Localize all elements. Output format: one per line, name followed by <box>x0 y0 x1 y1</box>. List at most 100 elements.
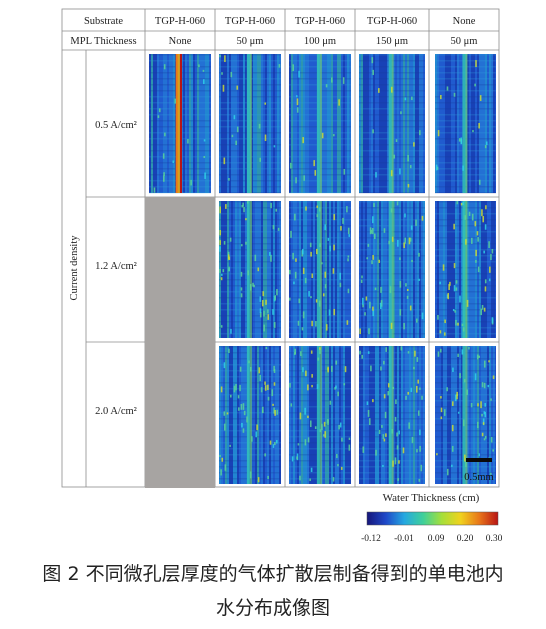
water-stripe <box>295 346 297 484</box>
water-droplet <box>329 400 332 405</box>
water-droplet <box>471 213 474 221</box>
water-droplet <box>404 213 406 218</box>
water-droplet <box>245 218 247 221</box>
water-droplet <box>387 383 390 388</box>
water-center-green <box>391 54 394 193</box>
water-droplet <box>316 248 318 255</box>
water-droplet <box>419 445 421 452</box>
water-droplet <box>267 314 270 320</box>
water-droplet <box>301 327 304 331</box>
water-stripe <box>335 346 337 484</box>
water-droplet <box>343 168 346 175</box>
water-stripe <box>267 346 269 484</box>
water-droplet <box>403 322 405 330</box>
water-stripe <box>261 54 263 193</box>
water-stripe <box>323 54 325 193</box>
water-stripe <box>359 54 361 193</box>
header-col3-mpl: 100 μm <box>304 36 336 47</box>
water-stripe <box>255 201 257 338</box>
water-droplet <box>489 266 491 273</box>
water-stripe <box>279 346 281 484</box>
water-droplet <box>292 252 294 260</box>
water-stripe <box>327 54 329 193</box>
water-droplet <box>372 227 374 235</box>
water-stripe <box>369 201 371 338</box>
water-stripe <box>473 54 475 193</box>
water-droplet <box>295 258 297 262</box>
water-droplet <box>410 225 413 230</box>
water-stripe <box>261 346 263 484</box>
water-stripe <box>251 54 253 193</box>
water-droplet <box>271 389 274 397</box>
water-stripe <box>439 346 441 484</box>
water-droplet <box>297 443 300 446</box>
figure-caption-line2: 水分布成像图 <box>215 597 330 619</box>
water-center-green <box>249 201 252 338</box>
water-droplet <box>416 357 419 362</box>
water-droplet <box>374 287 377 291</box>
water-droplet <box>471 237 473 244</box>
water-droplet <box>259 312 262 318</box>
row-label-1.2: 1.2 A/cm² <box>95 261 137 272</box>
water-droplet <box>335 385 337 389</box>
water-droplet <box>344 366 347 373</box>
water-droplet <box>452 308 455 312</box>
water-droplet <box>270 254 272 262</box>
water-droplet <box>314 170 317 176</box>
water-stripe <box>221 346 223 484</box>
water-droplet <box>372 216 374 224</box>
water-stripe <box>235 54 237 193</box>
water-droplet <box>466 299 469 307</box>
water-stripe <box>263 54 265 193</box>
water-droplet <box>331 365 333 372</box>
water-droplet <box>289 269 291 275</box>
water-droplet <box>258 123 261 129</box>
water-droplet <box>484 411 487 418</box>
water-droplet <box>462 327 465 332</box>
water-stripe <box>239 346 241 484</box>
water-stripe <box>245 201 247 338</box>
water-droplet <box>272 309 274 315</box>
water-droplet <box>292 64 294 72</box>
water-stripe <box>459 346 461 484</box>
water-stripe <box>449 54 451 193</box>
water-droplet <box>230 71 233 78</box>
water-droplet <box>310 350 313 354</box>
water-droplet <box>378 429 381 435</box>
water-droplet <box>453 92 456 97</box>
water-droplet <box>239 384 241 392</box>
water-stripe <box>309 346 311 484</box>
water-droplet <box>462 202 464 205</box>
water-stripe <box>457 346 459 484</box>
water-stripe <box>229 346 231 484</box>
water-stripe <box>221 201 223 338</box>
water-droplet <box>368 328 370 335</box>
water-droplet <box>341 437 343 442</box>
scale-bar-label: 0.5mm <box>464 472 493 483</box>
water-droplet <box>219 206 221 214</box>
water-droplet <box>490 436 493 443</box>
water-droplet <box>265 346 268 350</box>
water-droplet <box>299 412 302 420</box>
water-droplet <box>249 471 252 479</box>
water-stripe <box>417 54 419 193</box>
water-stripe <box>185 54 187 193</box>
water-stripe <box>377 54 379 193</box>
water-droplet <box>372 309 374 317</box>
water-stripe <box>483 346 485 484</box>
water-stripe <box>471 346 473 484</box>
water-droplet <box>465 239 467 245</box>
water-droplet <box>362 446 365 453</box>
water-droplet <box>328 309 331 316</box>
water-stripe <box>475 201 477 338</box>
water-stripe <box>481 54 483 193</box>
water-stripe <box>315 201 317 338</box>
water-droplet <box>361 354 363 359</box>
water-stripe <box>219 346 221 484</box>
water-droplet <box>305 370 307 377</box>
figure-caption-line1: 图 2 不同微孔层厚度的气体扩散层制备得到的单电池内 <box>42 563 504 585</box>
water-droplet <box>224 55 226 63</box>
water-droplet <box>404 237 407 244</box>
water-droplet <box>342 77 345 84</box>
water-droplet <box>338 99 340 106</box>
